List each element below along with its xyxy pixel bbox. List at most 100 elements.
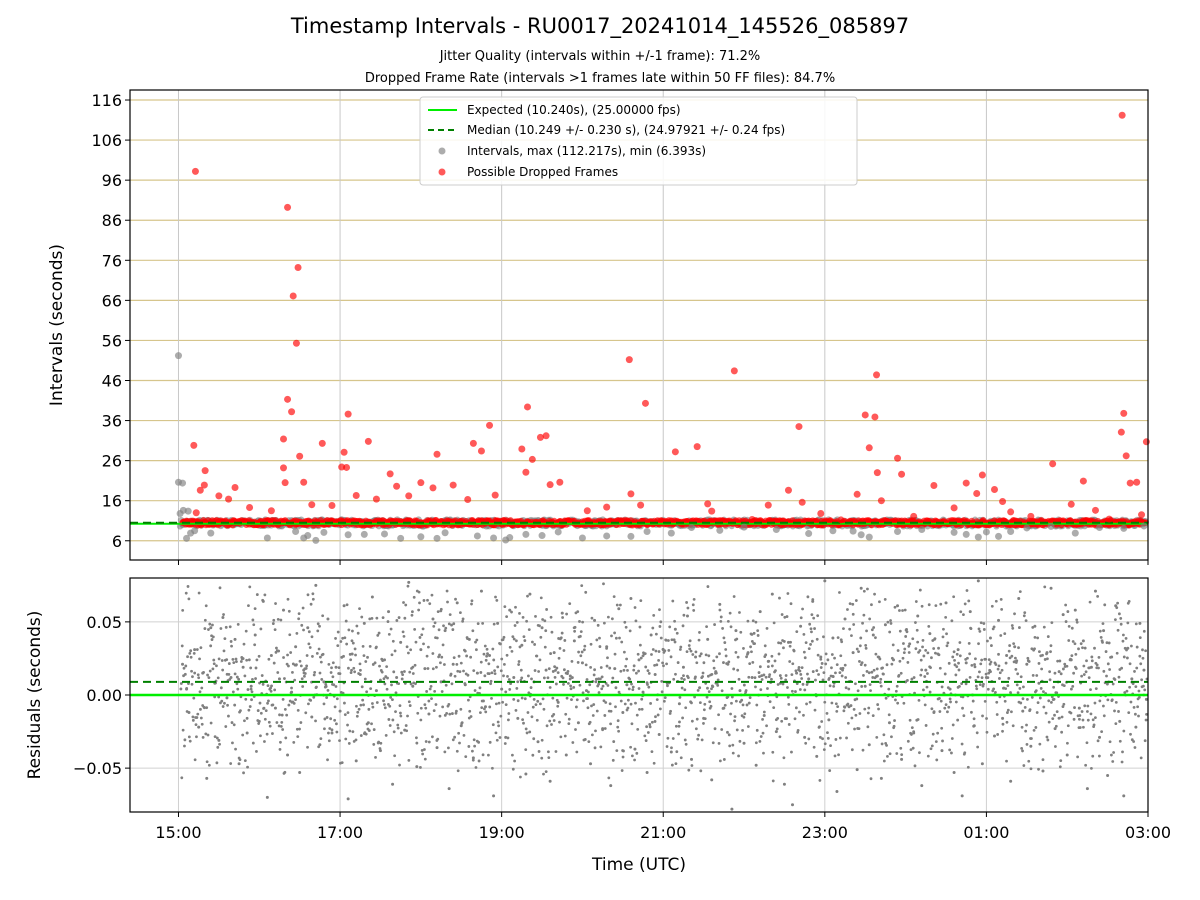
residual-point: [428, 687, 432, 691]
interval-point: [417, 533, 425, 541]
residual-point: [730, 807, 734, 811]
residual-point: [506, 674, 509, 678]
residual-point: [1058, 659, 1062, 663]
residual-point: [661, 661, 664, 665]
residual-point: [989, 670, 992, 674]
x-tick-label: 19:00: [479, 823, 525, 842]
dropped-frame-point: [795, 423, 803, 431]
residual-point: [287, 609, 291, 613]
residual-point: [630, 754, 634, 758]
residual-point: [494, 731, 498, 735]
residual-point: [362, 654, 366, 658]
residual-point: [871, 714, 875, 718]
residual-point: [390, 653, 394, 657]
residual-point: [473, 744, 477, 748]
residual-point: [1005, 759, 1008, 763]
residual-point: [489, 682, 493, 686]
residual-point: [910, 726, 914, 730]
residual-point: [940, 685, 944, 689]
residual-point: [335, 697, 339, 701]
residual-point: [980, 658, 984, 662]
residual-point: [415, 741, 419, 745]
residual-point: [921, 638, 925, 642]
residual-point: [746, 651, 750, 655]
residual-point: [823, 700, 827, 704]
residual-point: [491, 647, 495, 651]
residual-point: [911, 746, 915, 750]
residual-point: [602, 621, 606, 625]
residual-point: [925, 685, 929, 689]
residual-point: [1085, 787, 1089, 791]
residual-point: [655, 698, 659, 702]
residual-point: [982, 628, 986, 631]
residual-point: [231, 741, 234, 745]
residual-point: [1023, 611, 1027, 615]
dropped-frame-point: [625, 356, 633, 364]
residual-point: [1082, 673, 1086, 676]
residual-point: [953, 658, 956, 662]
residual-point: [1083, 646, 1087, 650]
residual-point: [452, 622, 456, 626]
dropped-frame-point: [192, 509, 200, 517]
residual-point: [899, 671, 903, 675]
residual-point: [428, 602, 432, 606]
residual-point: [782, 782, 786, 786]
dropped-frame-point: [231, 483, 239, 491]
residual-point: [885, 663, 889, 667]
residual-point: [706, 686, 709, 690]
residual-point: [977, 642, 980, 646]
residual-point: [930, 744, 934, 748]
residual-point: [198, 657, 201, 661]
residual-point: [692, 598, 696, 601]
residual-point: [206, 733, 210, 737]
residual-point: [236, 622, 240, 626]
residual-point: [208, 622, 212, 626]
residual-point: [852, 707, 856, 711]
residual-point: [751, 619, 755, 623]
residual-point: [497, 701, 501, 705]
residual-point: [842, 627, 845, 631]
residual-point: [1022, 614, 1026, 618]
residual-point: [1115, 651, 1119, 655]
residual-point: [681, 624, 685, 628]
residual-point: [732, 667, 736, 671]
residual-point: [456, 669, 460, 673]
residual-point: [581, 620, 585, 624]
residual-point: [263, 717, 267, 721]
dropped-frame-point: [328, 502, 336, 510]
residual-point: [722, 706, 726, 710]
residual-point: [869, 777, 873, 781]
dropped-frame-point: [288, 408, 296, 416]
residual-point: [682, 674, 685, 677]
residual-point: [526, 674, 530, 678]
residual-point: [515, 621, 519, 624]
residual-point: [339, 640, 343, 643]
residual-point: [419, 718, 423, 722]
residual-point: [540, 626, 544, 630]
residual-point: [870, 670, 874, 674]
residual-point: [687, 768, 691, 772]
residual-point: [977, 627, 981, 631]
residual-point: [551, 670, 555, 673]
residual-point: [254, 666, 258, 670]
residual-point: [536, 740, 540, 744]
residual-point: [402, 601, 405, 604]
residual-point: [1078, 714, 1082, 717]
residual-point: [193, 671, 197, 675]
residual-point: [450, 623, 453, 627]
residual-point: [416, 711, 420, 715]
residual-point: [639, 656, 643, 660]
residual-point: [1046, 635, 1050, 638]
residual-point: [317, 647, 321, 651]
residual-point: [368, 617, 372, 621]
residual-point: [831, 636, 835, 640]
residual-point: [861, 621, 864, 625]
residual-point: [729, 625, 733, 629]
residual-point: [277, 724, 281, 728]
residual-point: [668, 625, 672, 629]
residual-point: [427, 699, 431, 703]
residual-point: [648, 725, 652, 729]
residual-point: [897, 673, 901, 677]
residual-point: [756, 634, 760, 637]
residual-point: [738, 611, 741, 614]
